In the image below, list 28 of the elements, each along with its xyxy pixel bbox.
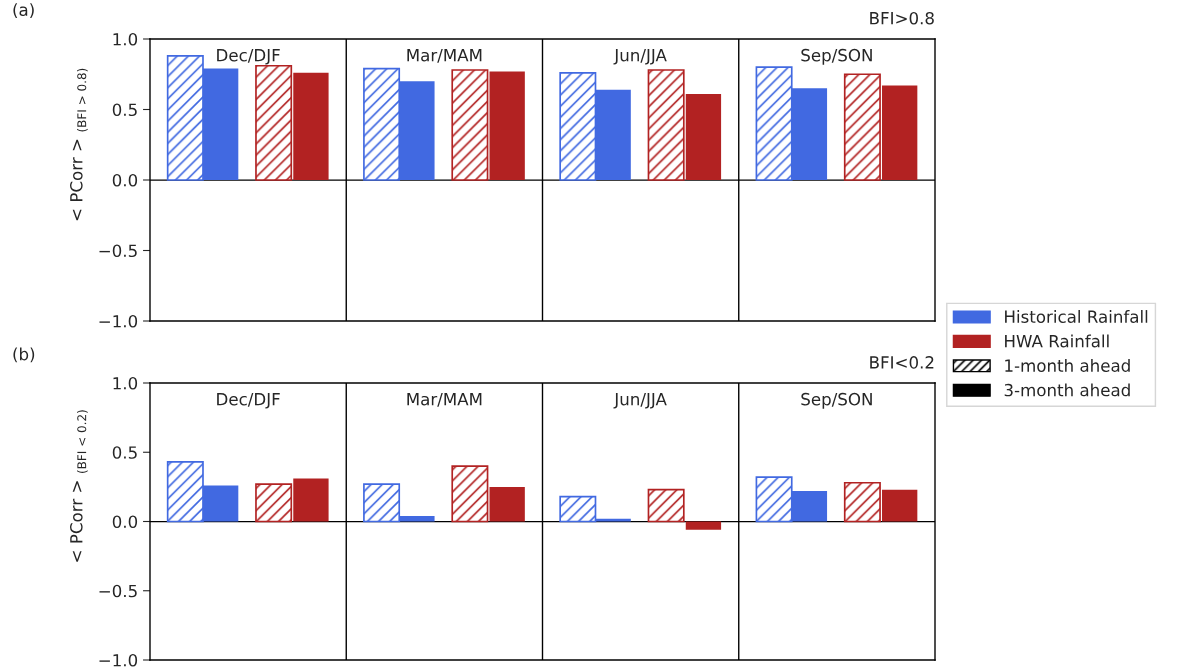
text: (b): [13, 347, 35, 363]
x-tick-label: Jun/JJA: [613, 393, 667, 409]
x-tick-label: Sep/SON: [801, 392, 872, 409]
y-tick-label: −0.5: [99, 584, 137, 598]
y-tick-label: 0.5: [112, 446, 137, 459]
text: 3-month ahead: [1004, 383, 1130, 397]
text: (a): [13, 3, 34, 18]
y-axis-title: < PCorr >(BFI < 0.2): [70, 410, 88, 562]
text: BFI>0.8: [870, 11, 934, 25]
y-tick-label: 0.0: [112, 173, 138, 187]
x-tick-label: Dec/DJF: [217, 49, 280, 65]
x-tick-label: Jun/JJA: [613, 49, 667, 65]
x-tick-label: Mar/MAM: [407, 393, 482, 407]
x-tick-label: Sep/SON: [801, 48, 872, 65]
x-tick-label: Dec/DJF: [217, 393, 280, 409]
y-tick-label: −1.0: [99, 314, 138, 328]
y-tick-label: 0.5: [112, 103, 137, 117]
y-tick-label: −1.0: [99, 653, 138, 667]
text: BFI<0.2: [870, 356, 934, 369]
y-tick-label: 1.0: [113, 32, 138, 46]
y-tick-label: −0.5: [99, 244, 137, 258]
y-axis-title: < PCorr >(BFI > 0.8): [70, 68, 88, 221]
legend-label: Historical Rainfall: [1005, 310, 1148, 323]
x-tick-label: Mar/MAM: [407, 49, 482, 63]
y-tick-label: 1.0: [113, 376, 138, 390]
y-tick-label: 0.0: [112, 515, 138, 529]
text: 1-month ahead: [1005, 359, 1130, 372]
legend-label: HWA Rainfall: [1005, 334, 1109, 348]
